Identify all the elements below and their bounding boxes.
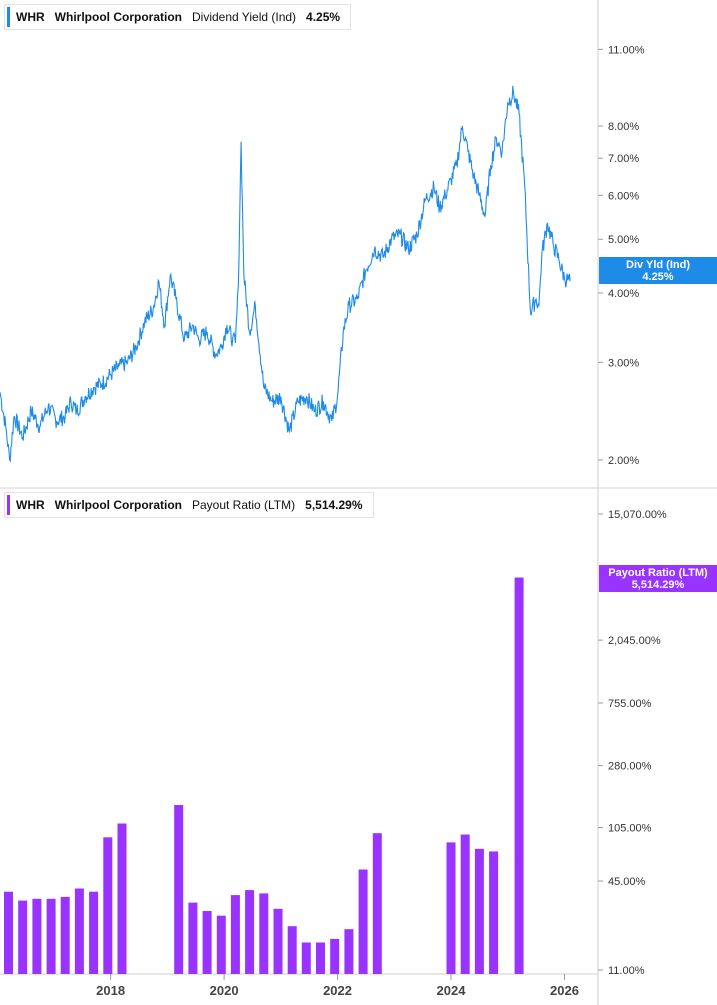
payout-ratio-bar bbox=[32, 898, 42, 974]
yield-y-tick-label: 8.00% bbox=[608, 121, 639, 133]
payout-ratio-bar bbox=[216, 915, 226, 974]
payout-ratio-bar bbox=[474, 848, 484, 974]
payout-ratio-bar bbox=[273, 908, 283, 974]
dividend-yield-series-line bbox=[0, 85, 571, 463]
yield-metric-value: 4.25% bbox=[306, 10, 341, 24]
yield-y-tick-label: 11.00% bbox=[608, 44, 645, 56]
yield-y-tick-label: 6.00% bbox=[608, 190, 639, 202]
payout-ratio-bar bbox=[446, 842, 456, 974]
yield-y-tick-label: 7.00% bbox=[608, 153, 639, 165]
payout-header: WHR Whirlpool Corporation Payout Ratio (… bbox=[4, 492, 374, 518]
payout-ratio-bar bbox=[74, 888, 84, 974]
payout-tag-label: Payout Ratio (LTM) bbox=[608, 567, 708, 579]
payout-metric-value: 5,514.29% bbox=[305, 498, 363, 512]
x-tick-label: 2018 bbox=[96, 983, 125, 998]
payout-y-tick-label: 11.00% bbox=[608, 965, 645, 977]
payout-ratio-bar bbox=[202, 911, 212, 974]
payout-last-value-tag: Payout Ratio (LTM) 5,514.29% bbox=[599, 565, 717, 592]
payout-y-tick-label: 15,070.00% bbox=[608, 509, 667, 521]
payout-ratio-bar bbox=[188, 902, 198, 974]
payout-ratio-bar bbox=[103, 837, 113, 974]
payout-ratio-bar bbox=[245, 890, 255, 974]
yield-company-name: Whirlpool Corporation bbox=[54, 10, 182, 24]
payout-ratio-bar bbox=[89, 891, 99, 974]
payout-ratio-bar bbox=[372, 833, 382, 974]
payout-ratio-bar bbox=[344, 929, 354, 974]
payout-ratio-bar bbox=[46, 898, 56, 974]
payout-y-tick-label: 105.00% bbox=[608, 823, 652, 835]
payout-ratio-bar bbox=[514, 577, 524, 974]
payout-ratio-bar bbox=[316, 942, 325, 974]
x-tick-label: 2020 bbox=[210, 983, 239, 998]
payout-y-tick-label: 45.00% bbox=[608, 876, 646, 888]
payout-tag-value: 5,514.29% bbox=[631, 579, 685, 591]
payout-ratio-bar bbox=[287, 926, 297, 974]
yield-metric-name: Dividend Yield (Ind) bbox=[191, 10, 297, 24]
payout-ratio-bar bbox=[230, 895, 240, 974]
payout-ratio-bar bbox=[60, 896, 70, 974]
x-tick-label: 2022 bbox=[323, 983, 352, 998]
payout-ratio-bar bbox=[489, 851, 499, 974]
x-tick-label: 2024 bbox=[437, 983, 467, 998]
payout-ratio-bar bbox=[4, 891, 13, 974]
payout-ratio-bar bbox=[301, 942, 311, 974]
payout-ticker[interactable]: WHR bbox=[16, 498, 45, 512]
payout-y-tick-label: 280.00% bbox=[608, 761, 652, 773]
payout-ratio-bar bbox=[18, 900, 28, 974]
yield-tag-value: 4.25% bbox=[642, 271, 674, 283]
yield-y-tick-label: 5.00% bbox=[608, 234, 639, 246]
payout-ratio-bar bbox=[174, 805, 184, 974]
yield-ticker[interactable]: WHR bbox=[16, 10, 45, 24]
yield-header: WHR Whirlpool Corporation Dividend Yield… bbox=[4, 4, 352, 30]
yield-y-tick-label: 2.00% bbox=[608, 455, 639, 467]
payout-y-tick-label: 2,045.00% bbox=[608, 635, 661, 647]
payout-ratio-bar bbox=[460, 834, 470, 974]
yield-y-tick-label: 3.00% bbox=[608, 357, 639, 369]
x-tick-label: 2026 bbox=[550, 983, 579, 998]
payout-ratio-bar bbox=[259, 893, 269, 974]
payout-series-color-bar bbox=[7, 495, 10, 515]
payout-ratio-bar bbox=[330, 938, 340, 974]
yield-tag-label: Div Yld (Ind) bbox=[626, 259, 690, 271]
yield-series-color-bar bbox=[7, 7, 10, 27]
payout-ratio-bar bbox=[358, 869, 368, 974]
yield-y-tick-label: 4.00% bbox=[608, 288, 639, 300]
payout-y-tick-label: 755.00% bbox=[608, 698, 652, 710]
payout-ratio-bar bbox=[117, 823, 127, 974]
payout-company-name: Whirlpool Corporation bbox=[54, 498, 182, 512]
payout-metric-name: Payout Ratio (LTM) bbox=[191, 498, 296, 512]
yield-last-value-tag: Div Yld (Ind) 4.25% bbox=[599, 257, 717, 284]
